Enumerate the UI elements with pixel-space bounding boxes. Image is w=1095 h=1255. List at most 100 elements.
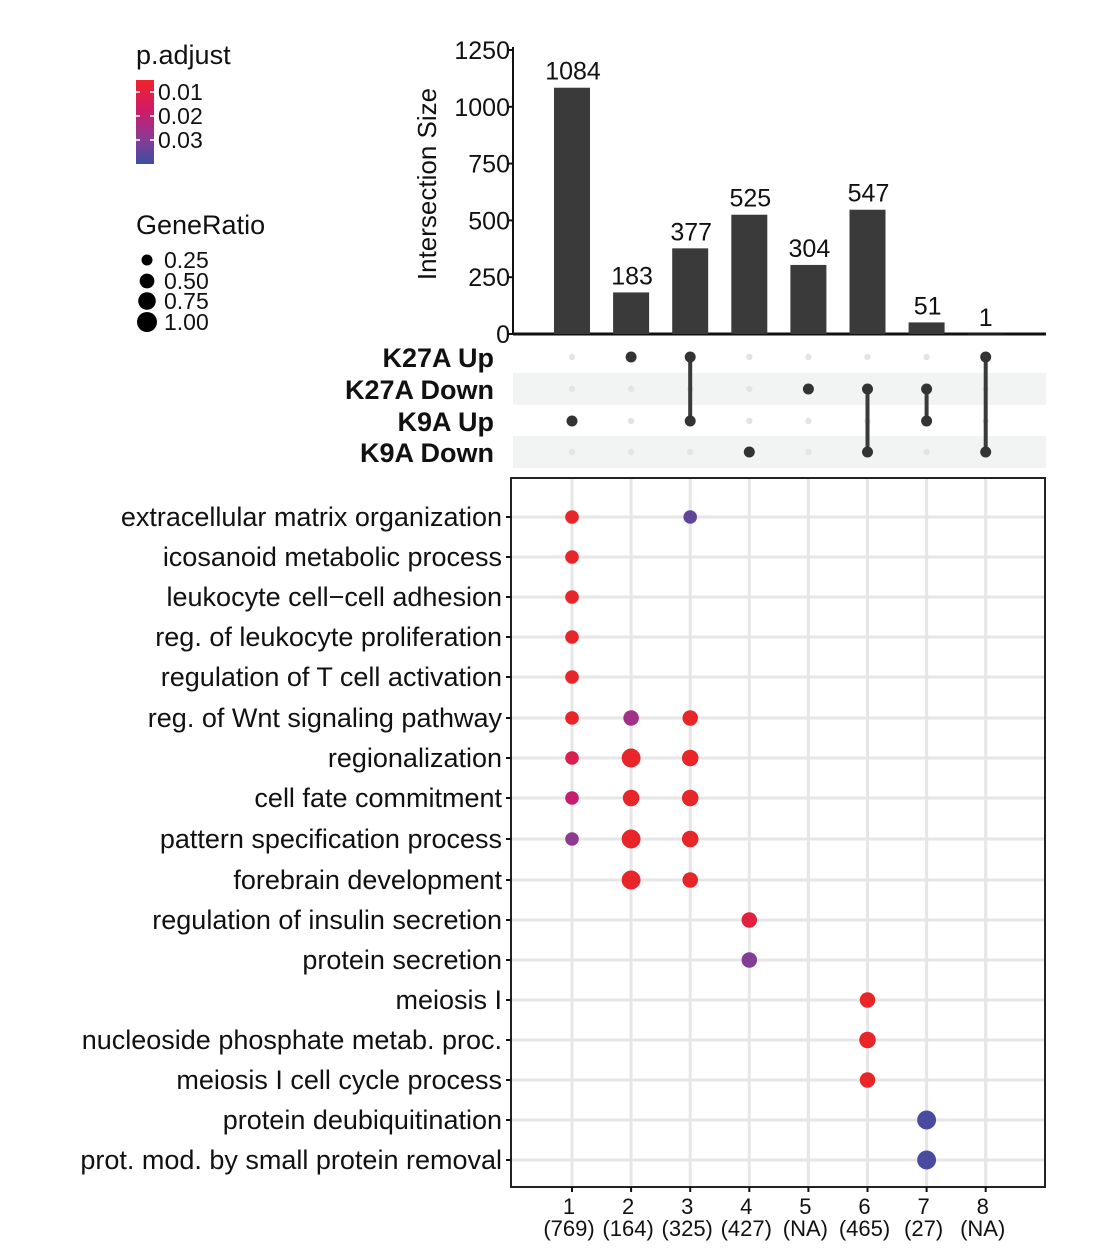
bar-y-tick-label: 250 bbox=[468, 264, 510, 292]
enrichment-dot bbox=[682, 710, 698, 726]
enrichment-dot bbox=[565, 590, 579, 604]
enrichment-dot bbox=[859, 1072, 876, 1088]
matrix-filled-dot bbox=[862, 446, 873, 458]
matrix-empty-dot bbox=[568, 448, 576, 456]
p-adjust-label: 0.02 bbox=[158, 103, 203, 129]
intersection-bar bbox=[790, 264, 827, 334]
p-adjust-label: 0.01 bbox=[158, 79, 203, 105]
term-label: meiosis I bbox=[395, 985, 502, 1015]
x-tick-label: 2 bbox=[622, 1194, 634, 1219]
matrix-empty-dot bbox=[687, 448, 694, 456]
bar-value-label: 183 bbox=[611, 262, 653, 290]
dot-plot-border bbox=[510, 477, 1046, 1188]
term-label: reg. of Wnt signaling pathway bbox=[148, 703, 503, 733]
term-label: regionalization bbox=[328, 743, 502, 773]
x-tick-count-label: (27) bbox=[904, 1216, 943, 1241]
matrix-empty-dot bbox=[746, 417, 753, 425]
bar-y-tick-label: 500 bbox=[468, 207, 510, 235]
bar-value-label: 377 bbox=[670, 218, 712, 246]
matrix-empty-dot bbox=[627, 385, 635, 393]
term-label: forebrain development bbox=[233, 865, 502, 895]
enrichment-dot bbox=[859, 992, 876, 1008]
intersection-bar bbox=[908, 322, 945, 334]
term-label: nucleoside phosphate metab. proc. bbox=[82, 1025, 502, 1055]
bar-y-tick-label: 0 bbox=[496, 321, 510, 349]
bar-y-tick-label: 1250 bbox=[454, 37, 510, 65]
matrix-empty-dot bbox=[805, 417, 812, 425]
gene-ratio-label: 0.25 bbox=[164, 247, 209, 273]
enrichment-dot bbox=[859, 1031, 876, 1049]
intersection-size-bar-chart: Intersection Size 0 250 500 750 1000 1250 108… bbox=[412, 37, 1046, 349]
enrichment-dot bbox=[682, 872, 698, 888]
enrichment-dot bbox=[683, 510, 697, 524]
term-label: icosanoid metabolic process bbox=[163, 542, 502, 572]
x-tick-count-label: (325) bbox=[662, 1216, 713, 1241]
p-adjust-legend-title: p.adjust bbox=[136, 40, 231, 70]
bar-y-tick-label: 750 bbox=[468, 151, 510, 179]
matrix-filled-dot bbox=[921, 415, 933, 427]
intersection-bar bbox=[613, 292, 650, 334]
intersection-bar bbox=[731, 214, 768, 334]
bar-value-label: 1084 bbox=[545, 58, 601, 86]
gene-ratio-label: 0.75 bbox=[164, 288, 209, 314]
term-label: leukocyte cell−cell adhesion bbox=[167, 582, 502, 612]
term-label: pattern specification process bbox=[160, 824, 502, 854]
bar-value-label: 525 bbox=[729, 185, 771, 213]
set-label: K27A Down bbox=[345, 375, 494, 405]
matrix-filled-dot bbox=[625, 351, 637, 363]
gene-ratio-legend-dot bbox=[141, 254, 153, 266]
set-label: K9A Down bbox=[360, 438, 494, 468]
matrix-empty-dot bbox=[568, 385, 576, 393]
term-label: protein deubiquitination bbox=[223, 1105, 502, 1135]
matrix-empty-dot bbox=[923, 448, 930, 456]
matrix-filled-dot bbox=[684, 415, 696, 427]
matrix-filled-dot bbox=[743, 446, 755, 458]
enrichment-dot bbox=[741, 912, 758, 928]
matrix-filled-dot bbox=[862, 383, 873, 395]
enrichment-dot bbox=[565, 832, 579, 846]
bar-value-label: 51 bbox=[914, 292, 942, 320]
intersection-bar bbox=[967, 333, 1004, 335]
matrix-row-stripe bbox=[513, 373, 1046, 405]
bar-value-label: 304 bbox=[789, 235, 831, 263]
matrix-row-stripe bbox=[513, 436, 1046, 468]
matrix-empty-dot bbox=[568, 353, 576, 361]
x-tick-count-label: (NA) bbox=[960, 1216, 1005, 1241]
matrix-empty-dot bbox=[805, 353, 812, 361]
matrix-filled-dot bbox=[980, 351, 992, 363]
term-label: regulation of insulin secretion bbox=[152, 905, 502, 935]
gene-ratio-legend-dot bbox=[139, 273, 155, 289]
enrichment-dot bbox=[681, 789, 699, 807]
set-label: K27A Up bbox=[382, 343, 494, 373]
matrix-empty-dot bbox=[746, 385, 753, 393]
enrichment-dot bbox=[623, 710, 639, 726]
intersection-bar bbox=[849, 209, 886, 334]
matrix-empty-dot bbox=[746, 353, 753, 361]
x-tick-label: 1 bbox=[563, 1194, 575, 1219]
matrix-filled-dot bbox=[684, 351, 696, 363]
x-tick-label: 5 bbox=[799, 1194, 811, 1219]
matrix-empty-dot bbox=[864, 353, 871, 361]
gene-ratio-label: 1.00 bbox=[164, 309, 209, 335]
x-tick-count-label: (427) bbox=[721, 1216, 772, 1241]
matrix-filled-dot bbox=[802, 383, 814, 395]
enrichment-dot bbox=[917, 1150, 937, 1170]
x-tick-label: 6 bbox=[858, 1194, 870, 1219]
enrichment-dot bbox=[565, 510, 579, 524]
enrichment-dot bbox=[565, 751, 579, 765]
matrix-empty-dot bbox=[805, 448, 812, 456]
matrix-filled-dot bbox=[566, 415, 578, 427]
x-tick-count-label: (769) bbox=[543, 1216, 594, 1241]
x-tick-label: 4 bbox=[740, 1194, 752, 1219]
gene-ratio-label: 0.50 bbox=[164, 268, 209, 294]
p-adjust-label: 0.03 bbox=[158, 127, 203, 153]
term-label: cell fate commitment bbox=[254, 783, 502, 813]
enrichment-dot bbox=[621, 748, 641, 768]
term-label: reg. of leukocyte proliferation bbox=[155, 622, 502, 652]
term-label: protein secretion bbox=[302, 945, 502, 975]
intersection-bar bbox=[554, 87, 590, 334]
set-label: K9A Up bbox=[397, 407, 494, 437]
term-label: meiosis I cell cycle process bbox=[176, 1065, 502, 1095]
gene-ratio-legend-dot bbox=[138, 292, 156, 310]
